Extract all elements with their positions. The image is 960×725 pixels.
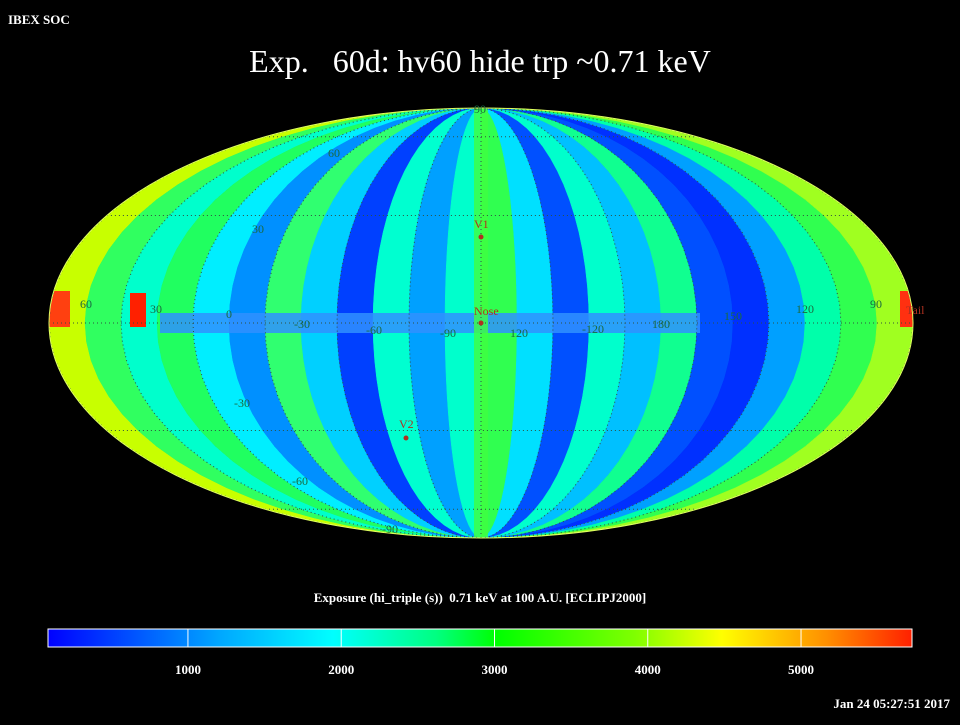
colorbar-tick-label: 4000 (635, 662, 661, 677)
lon-label: 0 (226, 307, 232, 321)
title: Exp. 60d: hv60 hide trp ~0.71 keV (249, 43, 711, 79)
lon-label: 180 (652, 317, 670, 331)
map-labels: 60 30 0 -30 -60 -90 120 -120 180 150 120… (80, 102, 925, 536)
colorbar-tick-label: 5000 (788, 662, 814, 677)
lon-label: 120 (510, 326, 528, 340)
graticule (48, 107, 914, 539)
lon-label: 60 (80, 297, 92, 311)
marker-label: V1 (474, 217, 489, 231)
colorbar-tick-label: 3000 (481, 662, 507, 677)
equator-band (130, 293, 146, 327)
lat-label: 60 (328, 146, 340, 160)
marker-label: V2 (399, 417, 414, 431)
equator-band (900, 291, 913, 327)
colorbar-tick-label: 1000 (175, 662, 201, 677)
marker-label: Tail (906, 303, 925, 317)
timestamp: Jan 24 05:27:51 2017 (833, 696, 950, 711)
lon-label: -90 (440, 326, 456, 340)
lon-label: 90 (870, 297, 882, 311)
lon-label: 30 (150, 302, 162, 316)
lat-label: -30 (234, 396, 250, 410)
colorbar (47, 628, 913, 648)
lat-label: 30 (252, 222, 264, 236)
lon-label: -30 (294, 317, 310, 331)
map-outline (48, 107, 914, 539)
marker (403, 435, 409, 441)
lon-label: -60 (366, 323, 382, 337)
colorbar-title: Exposure (hi_triple (s)) 0.71 keV at 100… (314, 590, 646, 605)
lon-label: 150 (724, 309, 742, 323)
equator-band (49, 291, 70, 327)
colorbar-ticks: 1000 2000 3000 4000 5000 (175, 629, 814, 677)
lat-label: -60 (292, 474, 308, 488)
lat-label: -90 (382, 522, 398, 536)
header-label: IBEX SOC (8, 12, 70, 27)
lon-label: -120 (582, 322, 604, 336)
marker (478, 320, 484, 326)
lon-label: 120 (796, 302, 814, 316)
marker-label: Nose (474, 304, 499, 318)
colorbar-tick-label: 2000 (328, 662, 354, 677)
marker (478, 234, 484, 240)
lat-label: 90 (474, 102, 486, 116)
